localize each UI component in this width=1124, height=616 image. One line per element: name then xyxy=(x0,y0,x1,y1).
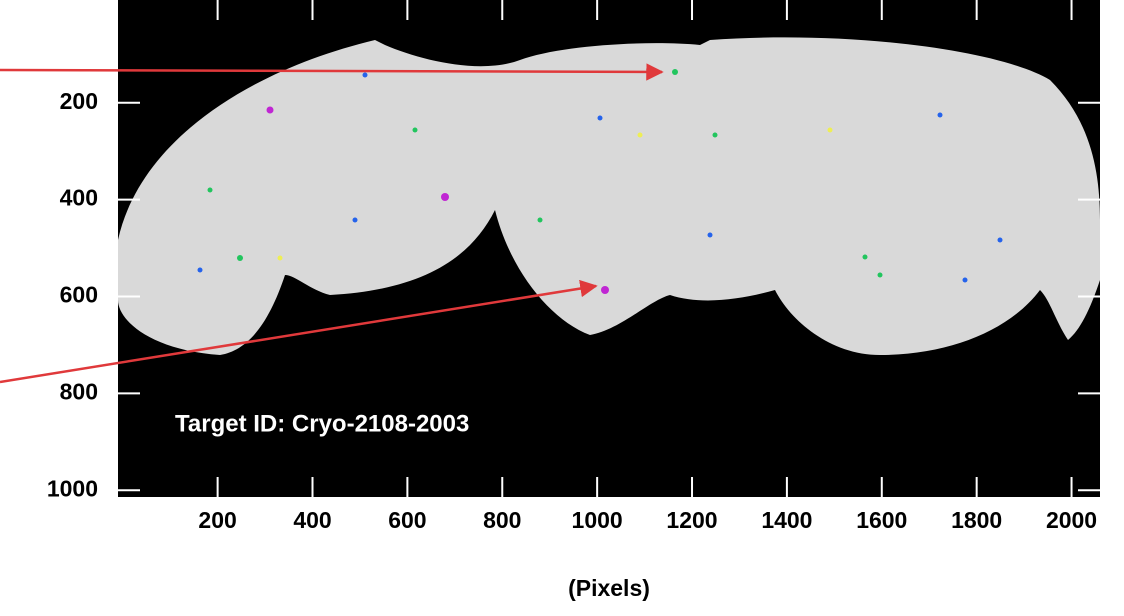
x-tick-label: 800 xyxy=(483,507,521,533)
y-tick-label: 400 xyxy=(60,185,98,211)
y-tick-label: 600 xyxy=(60,282,98,308)
x-tick-label: 200 xyxy=(198,507,236,533)
pointer-arrow xyxy=(0,279,598,384)
x-tick-label: 2000 xyxy=(1046,507,1097,533)
x-tick-label: 1400 xyxy=(761,507,812,533)
annotation: Target ID: Cryo-2108-2003 xyxy=(175,410,469,437)
x-tick-label: 1000 xyxy=(572,507,623,533)
x-axis-label: (Pixels) xyxy=(568,575,650,601)
detected-spots xyxy=(197,69,1003,294)
x-tick-label: 600 xyxy=(388,507,426,533)
x-tick-label: 1600 xyxy=(856,507,907,533)
pointer-arrow xyxy=(0,63,664,81)
x-tick-label: 1200 xyxy=(666,507,717,533)
y-tick-label: 800 xyxy=(60,378,98,404)
specimen-map xyxy=(118,37,1100,355)
y-tick-label: 200 xyxy=(60,88,98,114)
x-tick-label: 400 xyxy=(293,507,331,533)
y-tick-label: 1000 xyxy=(47,475,98,501)
x-tick-label: 1800 xyxy=(951,507,1002,533)
